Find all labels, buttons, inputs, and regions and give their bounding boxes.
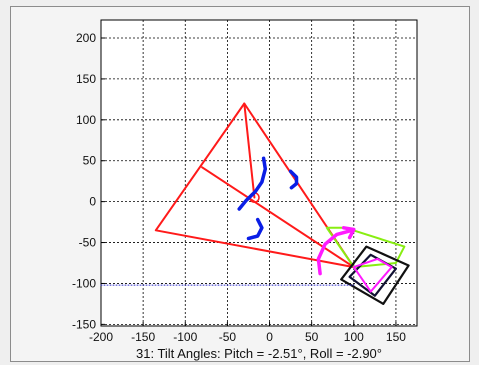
x-axis-label: 31: Tilt Angles: Pitch = -2.51°, Roll = …: [136, 346, 382, 361]
x-tick-label: -50: [219, 330, 237, 344]
y-tick-label: 50: [83, 154, 97, 168]
series-arc: [316, 228, 354, 276]
grid: [100, 20, 417, 326]
x-tick-label: 50: [305, 330, 319, 344]
series-arc: [341, 226, 356, 240]
y-tick-label: 200: [76, 31, 96, 45]
series-box: [348, 253, 397, 297]
x-tick-label: -150: [131, 330, 155, 344]
x-tick-label: -100: [173, 330, 197, 344]
x-tick-label: 100: [344, 330, 364, 344]
y-tick-label: -50: [79, 236, 97, 250]
data-series: [100, 102, 410, 305]
series-arc: [288, 169, 299, 190]
y-tick-label: -100: [72, 276, 96, 290]
plot-area: [100, 19, 418, 327]
x-tick-label: 150: [386, 330, 406, 344]
tick-labels: -200 -150 -100 -50 0 50 100 150-150-100-5005010…: [72, 31, 406, 344]
series-box: [340, 245, 410, 305]
series-line: [154, 102, 355, 269]
series-line: [243, 102, 256, 199]
x-tick-label: -200: [89, 330, 113, 344]
series-arc: [246, 217, 264, 241]
y-tick-label: 100: [76, 113, 96, 127]
y-tick-label: 150: [76, 72, 96, 86]
x-tick-label: 0: [266, 330, 273, 344]
y-tick-label: -150: [72, 317, 96, 331]
series-line: [201, 166, 355, 269]
series-arc: [237, 156, 268, 211]
series-line: [352, 257, 393, 293]
y-tick-label: 0: [89, 195, 96, 209]
